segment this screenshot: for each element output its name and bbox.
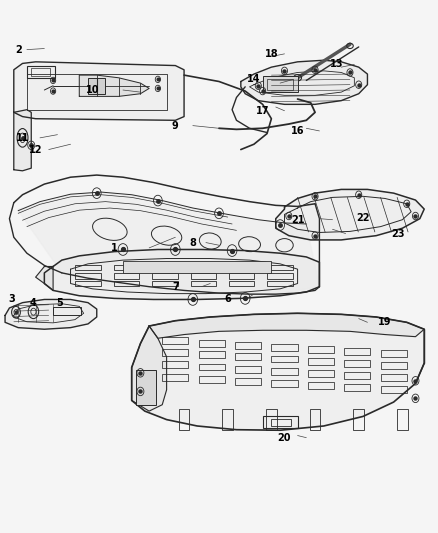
Bar [114,265,139,270]
Bar [136,370,155,405]
Bar [272,356,297,362]
Polygon shape [18,192,319,294]
Text: 20: 20 [278,433,291,443]
Bar [162,337,188,344]
Bar [267,79,293,90]
Bar [272,419,291,426]
Polygon shape [241,60,367,104]
Polygon shape [276,189,424,240]
Polygon shape [132,326,166,411]
Bar [310,409,320,430]
Bar [308,358,334,365]
Bar [381,350,407,357]
Text: 17: 17 [256,106,269,116]
Bar [308,346,334,353]
Text: 19: 19 [378,317,392,327]
Polygon shape [14,110,31,171]
Text: 2: 2 [15,45,21,54]
Bar [75,281,101,286]
Text: 7: 7 [172,282,179,292]
Text: 9: 9 [172,120,179,131]
Bar [381,386,407,393]
Text: 12: 12 [29,144,42,155]
Bar [235,366,261,373]
Bar [123,261,272,273]
Text: 14: 14 [247,75,261,84]
Bar [114,273,139,279]
Bar [235,378,261,385]
Polygon shape [5,300,97,329]
Text: 13: 13 [330,60,344,69]
Bar [344,384,371,391]
Bar [191,281,216,286]
Bar [152,281,177,286]
Polygon shape [79,75,149,96]
Bar [272,368,297,375]
Bar [53,307,81,316]
Bar [263,416,297,427]
Text: 23: 23 [391,229,405,239]
Text: 3: 3 [8,294,15,304]
Bar [308,382,334,389]
Bar [381,374,407,381]
Bar [235,342,261,349]
Bar [88,78,106,94]
Bar [344,372,371,379]
Text: 1: 1 [111,243,117,253]
Text: 10: 10 [86,85,99,95]
Polygon shape [35,266,53,290]
Text: 22: 22 [357,213,370,223]
Text: 5: 5 [56,297,63,308]
Bar [152,273,177,279]
Bar [162,374,188,381]
Bar [344,360,371,367]
Bar [397,409,408,430]
Bar [272,344,297,351]
Text: 8: 8 [189,238,196,247]
Bar [198,340,225,346]
Bar [229,265,254,270]
Bar [75,273,101,279]
Bar [266,409,277,430]
Bar [27,66,55,78]
Bar [114,281,139,286]
Bar [179,409,189,430]
Text: 6: 6 [224,294,231,304]
Bar [344,348,371,355]
Polygon shape [149,313,424,338]
Bar [162,349,188,356]
Bar [229,281,254,286]
Bar [381,362,407,369]
Bar [75,265,101,270]
Bar [272,380,297,387]
Polygon shape [132,313,424,430]
Bar [263,76,297,92]
Bar [198,351,225,358]
Bar [162,361,188,368]
Bar [268,281,293,286]
Bar [31,68,50,76]
Bar [191,265,216,270]
Bar [235,353,261,360]
Polygon shape [44,249,319,300]
Bar [308,370,334,377]
Text: 11: 11 [16,133,29,143]
Bar [268,273,293,279]
Text: 4: 4 [30,297,37,308]
Text: 18: 18 [265,49,278,59]
Bar [268,265,293,270]
Bar [223,409,233,430]
Bar [191,273,216,279]
Bar [353,409,364,430]
Text: 21: 21 [291,215,304,225]
Bar [198,364,225,370]
Bar [152,265,177,270]
Bar [229,273,254,279]
Text: 16: 16 [291,126,304,136]
Bar [198,376,225,383]
Polygon shape [14,62,184,120]
